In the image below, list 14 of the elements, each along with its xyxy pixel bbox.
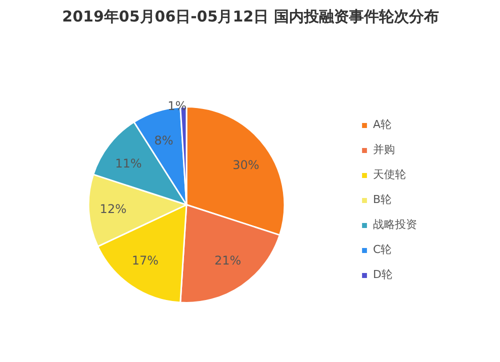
data-label: 11% — [115, 156, 142, 170]
legend-label: D轮 — [373, 267, 393, 282]
data-label: 17% — [132, 254, 159, 268]
data-label: 30% — [232, 158, 260, 172]
chart-title: 2019年05月06日-05月12日 国内投融资事件轮次分布 — [62, 8, 439, 26]
legend-label: A轮 — [373, 117, 393, 132]
legend-label: B轮 — [373, 192, 393, 207]
data-label: 8% — [154, 134, 174, 148]
data-label: 21% — [214, 254, 242, 268]
legend-label: 天使轮 — [373, 167, 406, 182]
legend-label: 战略投资 — [373, 217, 417, 232]
legend-label: 并购 — [373, 142, 395, 157]
legend-label: C轮 — [373, 242, 393, 257]
data-label: 12% — [100, 202, 126, 216]
